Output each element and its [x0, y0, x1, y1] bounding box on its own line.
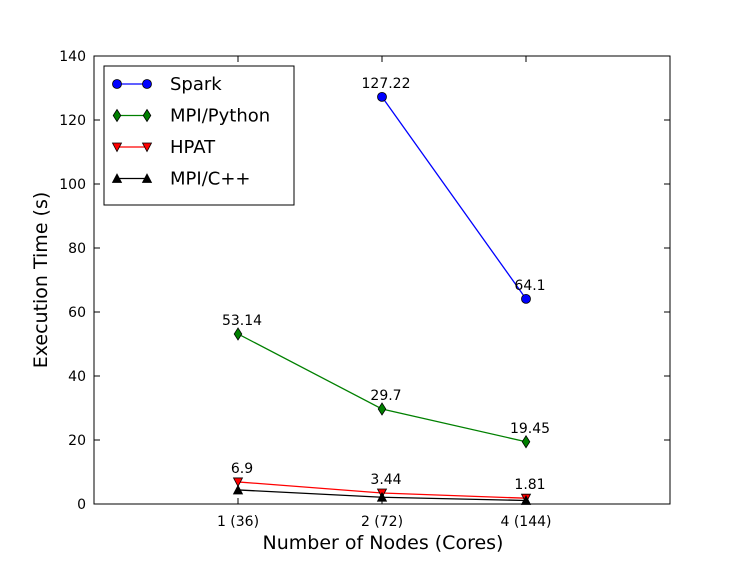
legend-marker-right-spark	[142, 79, 152, 89]
data-label-mpi-python-4-144: 19.45	[510, 421, 550, 437]
legend-label-mpi-python: MPI/Python	[170, 106, 270, 127]
x-tick-label-2-72: 2 (72)	[361, 514, 403, 530]
legend-entry-mpi-python: MPI/Python	[112, 106, 270, 127]
data-label-hpat-4-144: 1.81	[514, 477, 545, 493]
series-line-spark	[381, 96, 527, 300]
data-label-hpat-1-36: 6.9	[231, 461, 253, 477]
legend-marker-left-mpi-python	[112, 108, 122, 123]
point-spark-4-144	[521, 293, 531, 304]
legend-label-mpi-c: MPI/C++	[170, 169, 251, 190]
legend-marker-right-mpi-python	[142, 108, 152, 123]
legend-marker-left-mpi-c	[111, 173, 123, 183]
data-label-mpi-python-1-36: 53.14	[222, 313, 262, 329]
x-tick-label-4-144: 4 (144)	[500, 514, 551, 530]
x-axis-title: Number of Nodes (Cores)	[263, 532, 504, 554]
y-tick-label-80: 80	[68, 241, 86, 257]
legend-label-spark: Spark	[170, 74, 222, 95]
legend-marker-right-hpat	[141, 142, 153, 153]
axes-layer: 0 20 40 60 80 100 120 140 1 (36) 2 (72) 4 (144)	[59, 49, 670, 530]
data-labels-layer: 127.22 64.1 53.14 29.7 19.45 6.9 3.44 1.81	[222, 76, 550, 493]
point-mpi-python-2-72	[377, 402, 387, 416]
y-tick-label-0: 0	[77, 497, 86, 513]
y-axis-title: Execution Time (s)	[30, 192, 52, 369]
data-label-spark-4-144: 64.1	[514, 278, 545, 294]
y-tick-label-20: 20	[68, 433, 86, 449]
point-spark-2-72	[377, 91, 387, 102]
legend-marker-right-mpi-c	[141, 173, 153, 183]
point-mpi-python-1-36	[233, 327, 243, 341]
y-tick-label-60: 60	[68, 305, 86, 321]
point-mpi-c-1-36	[232, 484, 244, 495]
point-hpat-1-36	[232, 477, 244, 488]
data-label-spark-2-72: 127.22	[362, 76, 411, 92]
data-label-hpat-2-72: 3.44	[370, 472, 401, 488]
y-tick-label-100: 100	[59, 177, 86, 193]
legend-marker-left-hpat	[111, 142, 123, 153]
data-label-mpi-python-2-72: 29.7	[370, 388, 401, 404]
legend-entry-hpat: HPAT	[111, 137, 216, 158]
y-tick-label-140: 140	[59, 49, 86, 65]
y-tick-label-120: 120	[59, 113, 86, 129]
series-spark	[377, 91, 531, 304]
legend-entry-mpi-c: MPI/C++	[111, 169, 251, 190]
series-mpi-python	[233, 327, 531, 449]
x-tick-label-1-36: 1 (36)	[217, 514, 259, 530]
legend-label-hpat: HPAT	[170, 137, 216, 158]
legend-box	[103, 65, 295, 206]
legend-entry-spark: Spark	[112, 74, 222, 95]
y-tick-label-40: 40	[68, 369, 86, 385]
legend-marker-left-spark	[112, 79, 122, 89]
series-layer	[232, 91, 532, 505]
point-mpi-python-4-144	[521, 435, 531, 449]
legend: Spark MPI/Python HPAT MPI/C++	[103, 65, 295, 206]
